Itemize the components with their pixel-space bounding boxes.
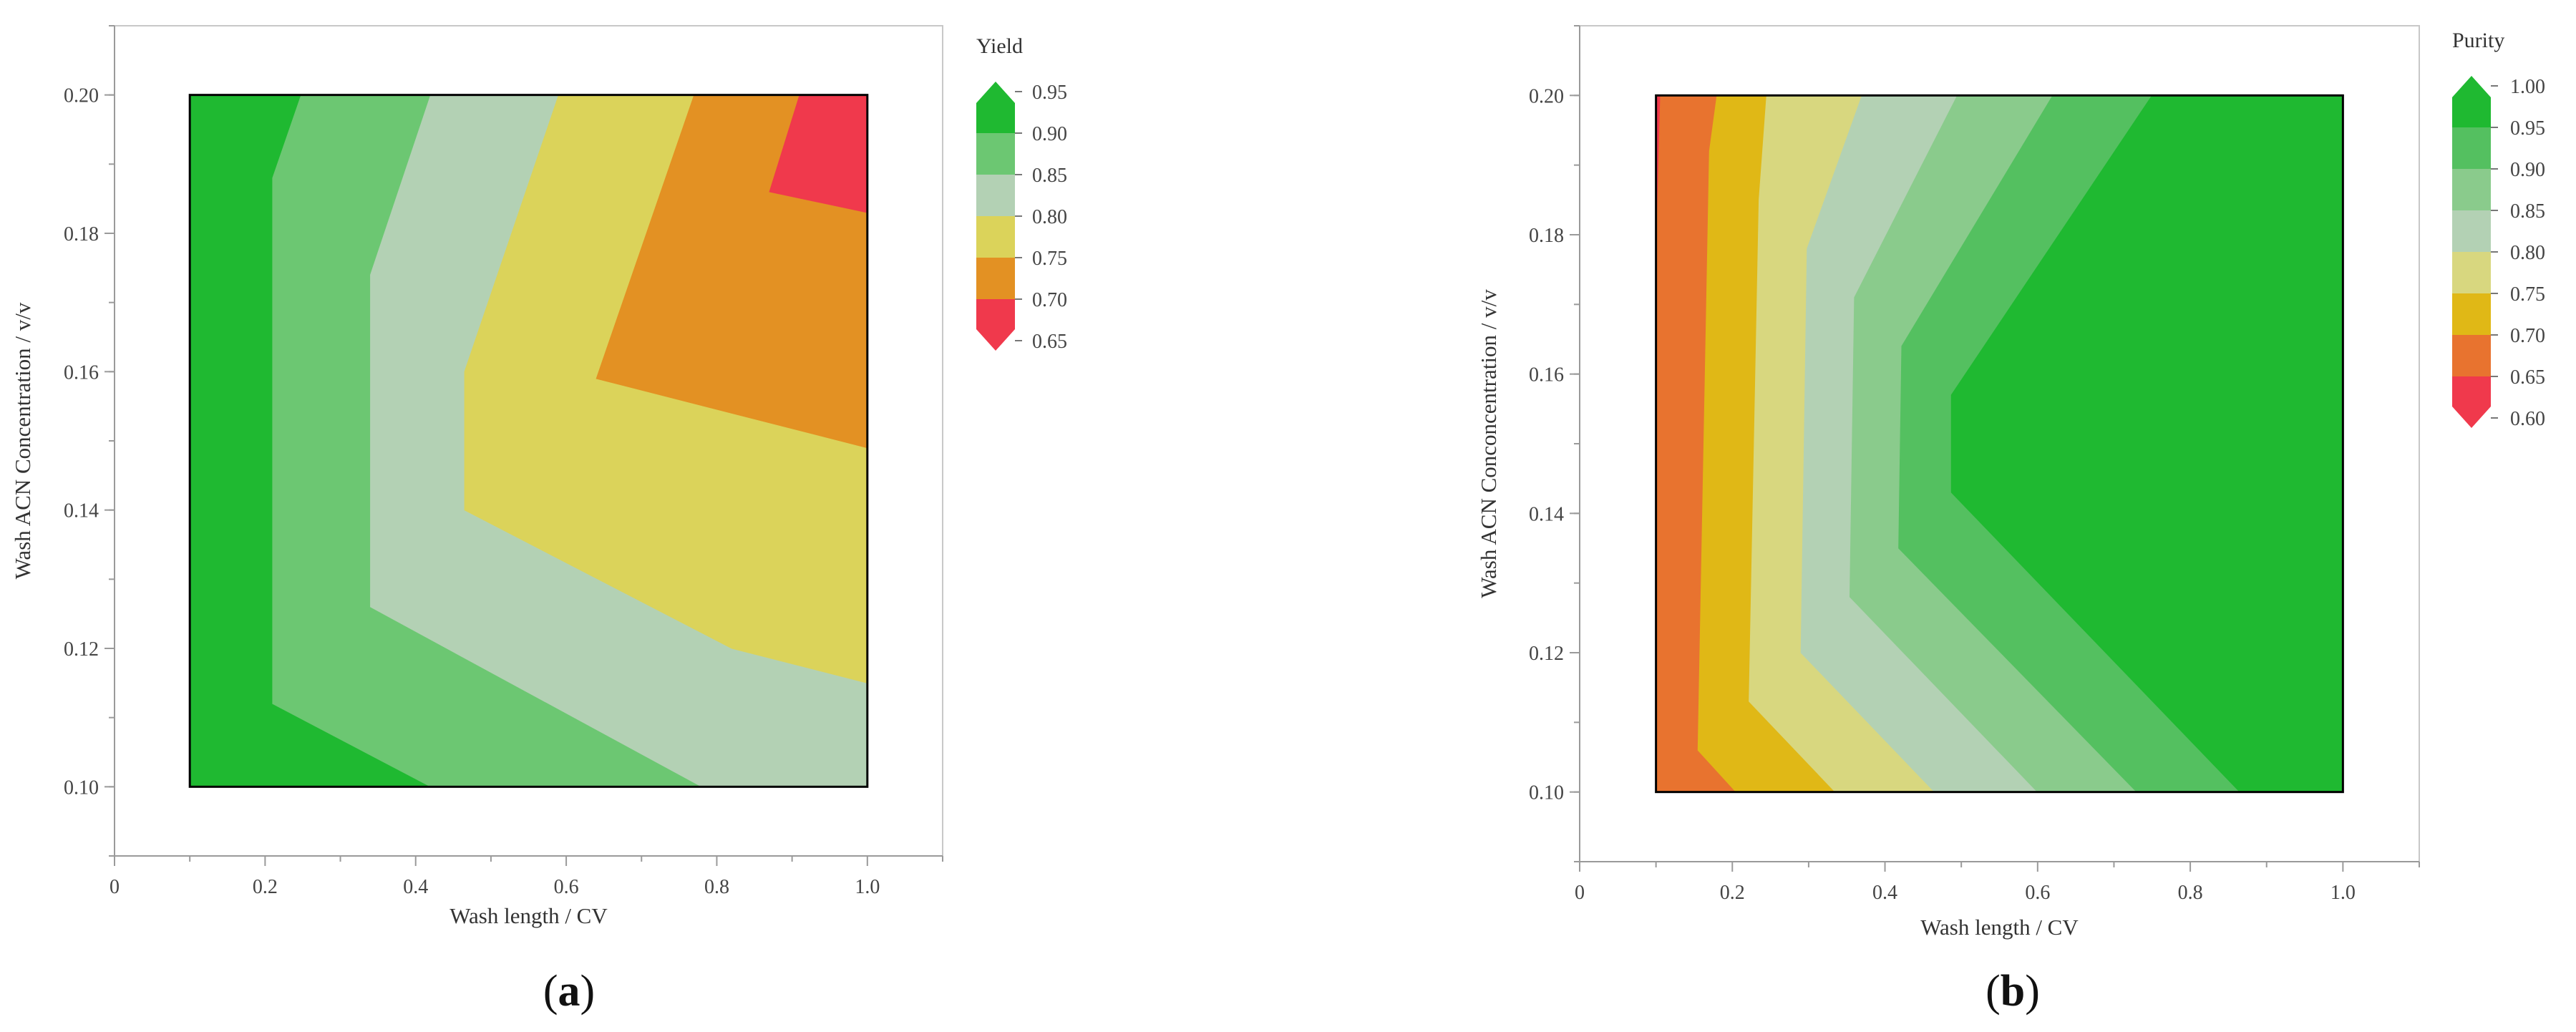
panel-a-x-tick-label: 0.4	[403, 876, 428, 898]
panel-b-legend-swatch	[2452, 376, 2491, 428]
panel-b-x-tick-label: 0.2	[1720, 882, 1745, 904]
panel-a-x-axis-label: Wash length / CV	[449, 903, 608, 928]
panel-b-legend-swatch	[2452, 76, 2491, 127]
panel-b-y-ticks: 0.10 0.12 0.14 0.16 0.18 0.20	[1529, 25, 1580, 862]
panel-a-legend-swatch	[976, 216, 1015, 258]
panel-a-x-tick-label: 0.2	[253, 876, 278, 898]
panel-b-x-tick-label: 0.8	[2178, 882, 2203, 904]
panel-a-y-axis-label: Wash ACN Concentration / v/v	[10, 302, 35, 579]
panel-a-legend-label: 0.70	[1032, 289, 1067, 311]
panel-b-x-tick-label: 1.0	[2330, 882, 2356, 904]
panel-a-x-tick-label: 0.8	[704, 876, 729, 898]
panel-b-legend-swatch	[2452, 335, 2491, 376]
panel-b-x-axis-label: Wash length / CV	[1920, 915, 2079, 940]
panel-a-legend-label: 0.75	[1032, 248, 1067, 270]
panel-a-legend-swatch	[976, 299, 1015, 351]
panel-a-data-frame	[188, 94, 869, 788]
panel-b-legend: Purity 1.00 0.95 0.90 0.85 0.80 0.75 0.70 0.65 0…	[2452, 29, 2545, 430]
panel-b-x-tick-label: 0.6	[2025, 882, 2050, 904]
panel-b-data-frame	[1655, 94, 2344, 794]
panel-b-legend-label: 0.80	[2510, 242, 2545, 264]
panel-b-legend-label: 0.60	[2510, 408, 2545, 430]
panel-a-y-tick-label: 0.10	[64, 777, 99, 799]
panel-a-y-tick-label: 0.16	[64, 361, 99, 384]
panel-a-y-ticks: 0.10 0.12 0.14 0.16 0.18 0.20	[64, 25, 115, 857]
panel-a-legend-label: 0.65	[1032, 331, 1067, 353]
panel-b-legend-swatch	[2452, 169, 2491, 210]
panel-a-y-tick-label: 0.20	[64, 85, 99, 107]
panel-b-y-tick-label: 0.14	[1529, 503, 1564, 525]
panel-a-legend-label: 0.95	[1032, 82, 1067, 104]
panel-b: 0 0.2 0.4 0.6 0.8 1.0 0.10 0.12 0.14 0.16 0.18 0.2…	[1476, 25, 2545, 1016]
panel-a-y-tick-label: 0.18	[64, 223, 99, 245]
panel-a-caption: (a)	[543, 967, 595, 1016]
panel-a-legend: Yield 0.95 0.90 0.85 0.80 0.75 0.70 0.65	[976, 34, 1067, 353]
panel-b-legend-label: 0.65	[2510, 366, 2545, 389]
panel-a-caption-letter: a	[558, 967, 580, 1016]
panel-b-legend-label: 1.00	[2510, 76, 2545, 98]
panel-b-legend-title: Purity	[2452, 29, 2504, 52]
panel-b-legend-label: 0.85	[2510, 200, 2545, 223]
panel-b-x-tick-label: 0.4	[1872, 882, 1897, 904]
panel-a-legend-swatch	[976, 258, 1015, 299]
panel-b-legend-label: 0.70	[2510, 325, 2545, 347]
panel-b-caption-letter: b	[2001, 967, 2025, 1016]
panel-a-legend-label: 0.90	[1032, 123, 1067, 145]
panel-b-legend-swatch	[2452, 293, 2491, 335]
panel-a-x-tick-label: 1.0	[855, 876, 880, 898]
panel-b-y-tick-label: 0.10	[1529, 782, 1564, 804]
panel-a: 0 0.2 0.4 0.6 0.8 1.0 0.10 0.12 0.14 0.16 0.18 0.2…	[10, 25, 1067, 1016]
panel-b-contour-regions	[1656, 94, 2343, 793]
panel-b-y-tick-label: 0.20	[1529, 85, 1564, 107]
panel-b-legend-label: 0.90	[2510, 159, 2545, 181]
panel-a-legend-title: Yield	[976, 34, 1023, 58]
panel-b-caption: (b)	[1986, 967, 2040, 1016]
panel-b-legend-swatch	[2452, 210, 2491, 252]
panel-b-legend-swatch	[2452, 127, 2491, 169]
panel-a-legend-label: 0.85	[1032, 165, 1067, 187]
panel-b-legend-label: 0.75	[2510, 283, 2545, 306]
panel-b-y-tick-label: 0.16	[1529, 364, 1564, 386]
panel-a-y-tick-label: 0.12	[64, 638, 99, 661]
panel-b-y-tick-label: 0.18	[1529, 225, 1564, 247]
panel-a-y-tick-label: 0.14	[64, 500, 99, 522]
panel-b-y-tick-label: 0.12	[1529, 643, 1564, 665]
panel-a-legend-swatch	[976, 82, 1015, 133]
panel-a-legend-label: 0.80	[1032, 206, 1067, 228]
panel-b-legend-label: 0.95	[2510, 117, 2545, 140]
panel-b-legend-swatch	[2452, 252, 2491, 293]
panel-a-x-ticks: 0 0.2 0.4 0.6 0.8 1.0	[110, 856, 943, 898]
panel-b-x-tick-label: 0	[1575, 882, 1585, 904]
panel-a-x-tick-label: 0.6	[554, 876, 579, 898]
panel-b-y-axis-label: Wash ACN Conconcentration / v/v	[1476, 289, 1501, 598]
panel-a-legend-swatch	[976, 133, 1015, 175]
panel-a-legend-swatch	[976, 175, 1015, 216]
panel-a-x-tick-label: 0	[110, 876, 120, 898]
panel-b-x-ticks: 0 0.2 0.4 0.6 0.8 1.0	[1575, 862, 2420, 904]
panel-a-contour-regions	[189, 94, 868, 787]
